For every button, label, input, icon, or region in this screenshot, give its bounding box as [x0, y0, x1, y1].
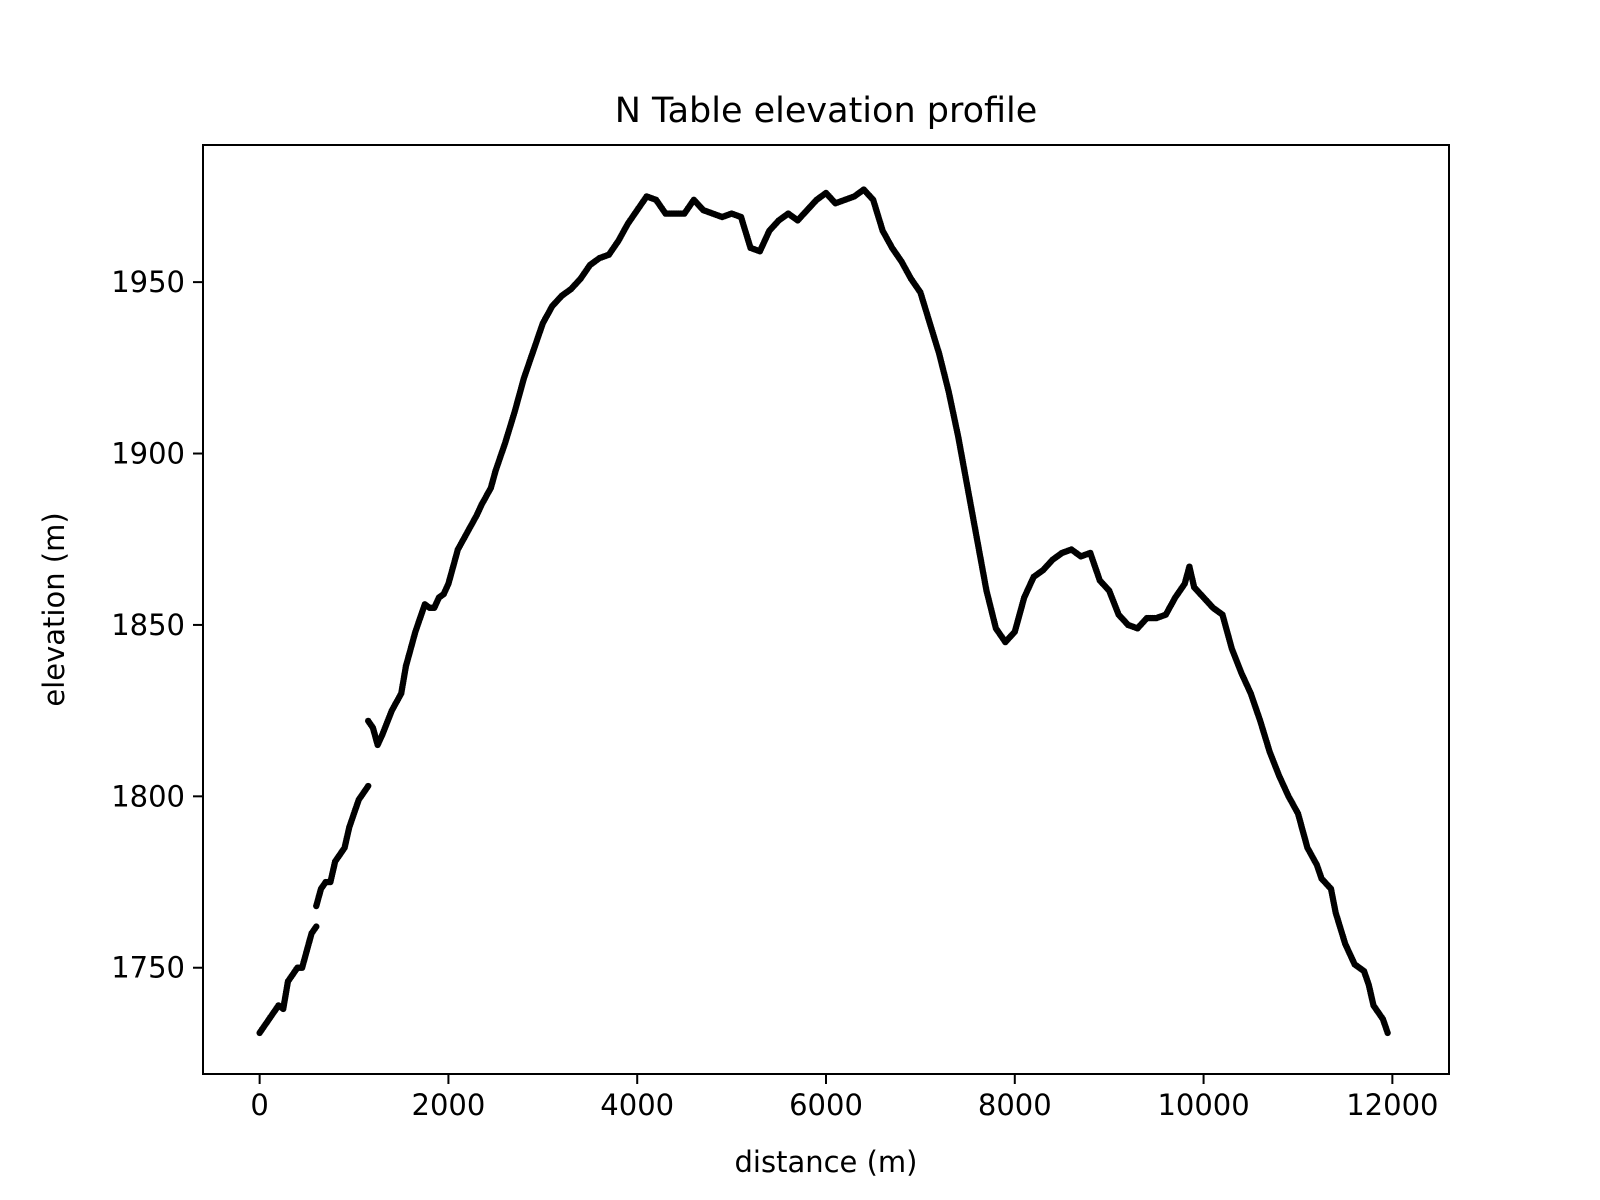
y-tick-label: 1850: [111, 608, 185, 642]
data-point: [313, 923, 320, 930]
x-tick-label: 6000: [789, 1088, 863, 1122]
x-axis-label: distance (m): [735, 1145, 918, 1179]
plot-frame: [202, 144, 1450, 1075]
x-tick-label: 4000: [600, 1088, 674, 1122]
x-axis-ticks: 0 2000 4000 6000 8000 10000 12000: [250, 1074, 1438, 1122]
data-point: [1384, 1029, 1391, 1037]
y-axis-ticks: 1750 1800 1850 1900 1950: [111, 265, 203, 985]
y-tick-label: 1950: [111, 265, 185, 299]
x-tick-label: 10000: [1157, 1088, 1249, 1122]
y-tick-label: 1900: [111, 437, 185, 471]
x-tick-label: 0: [250, 1088, 268, 1122]
y-tick-label: 1750: [111, 951, 185, 985]
y-tick-label: 1800: [111, 779, 185, 813]
chart-title: N Table elevation profile: [615, 91, 1038, 131]
data-points: [256, 186, 1391, 1037]
y-axis-label: elevation (m): [37, 512, 71, 706]
data-point: [364, 782, 372, 790]
x-tick-label: 12000: [1346, 1088, 1438, 1122]
x-tick-label: 2000: [412, 1088, 486, 1122]
x-tick-label: 8000: [978, 1088, 1052, 1122]
